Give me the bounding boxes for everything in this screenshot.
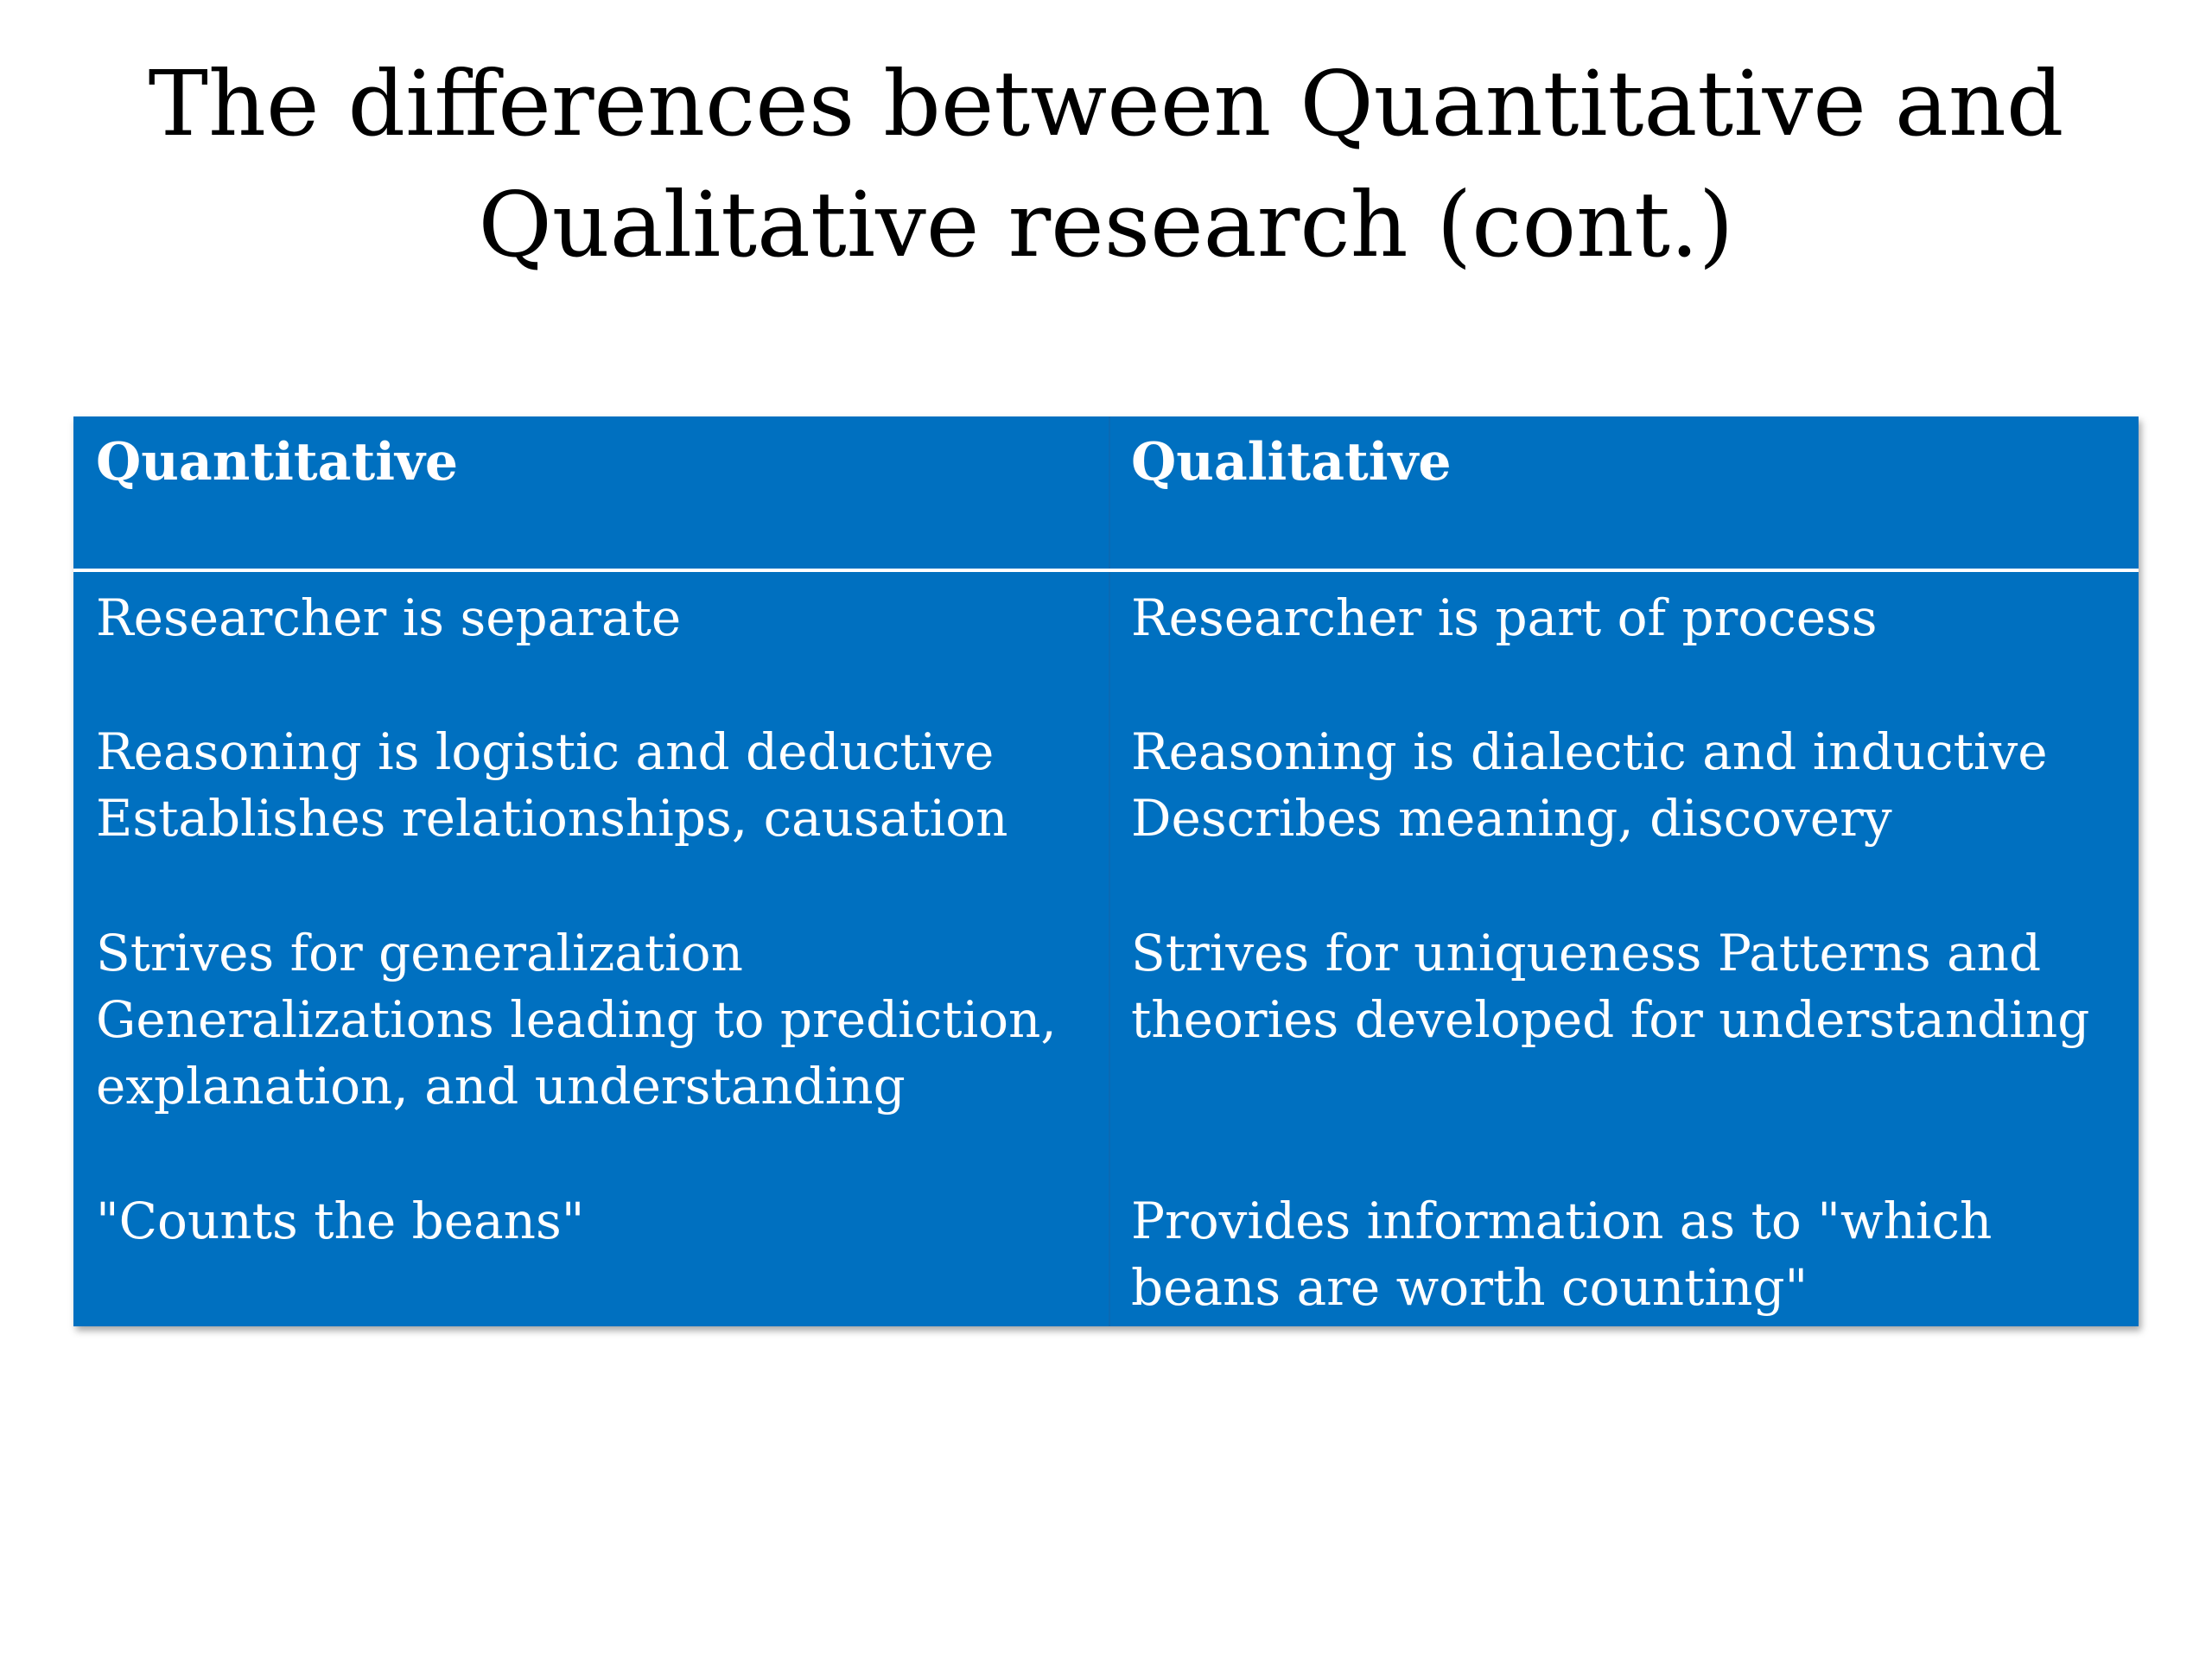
cell-row1-qualitative: Researcher is part of process xyxy=(1131,585,1878,652)
cell-row3-quantitative: Strives for generalization Generalizatio… xyxy=(96,920,1057,1120)
cell-line: Generalizations leading to prediction, xyxy=(96,990,1057,1049)
cell-line: Describes meaning, discovery xyxy=(1131,789,1892,848)
cell-line: Researcher is part of process xyxy=(1131,588,1878,647)
slide-title: The differences between Quantitative and… xyxy=(0,43,2212,285)
cell-row2-qualitative: Reasoning is dialectic and inductive Des… xyxy=(1131,719,2048,852)
cell-line: Reasoning is dialectic and inductive xyxy=(1131,722,2048,781)
cell-line: explanation, and understanding xyxy=(96,1057,906,1116)
cell-line: Provides information as to "which xyxy=(1131,1192,1993,1250)
slide-title-line-1: The differences between Quantitative and xyxy=(148,51,2064,156)
cell-line: Reasoning is logistic and deductive xyxy=(96,722,995,781)
cell-row4-quantitative: "Counts the beans" xyxy=(96,1188,584,1255)
comparison-table: Quantitative Qualitative Researcher is s… xyxy=(73,416,2139,1326)
cell-line: Strives for uniqueness Patterns and xyxy=(1131,924,2042,982)
cell-line: Researcher is separate xyxy=(96,588,682,647)
header-rule xyxy=(73,569,2139,572)
cell-row2-quantitative: Reasoning is logistic and deductive Esta… xyxy=(96,719,1008,852)
cell-line: beans are worth counting" xyxy=(1131,1258,1808,1317)
header-qualitative: Qualitative xyxy=(1131,432,1452,493)
cell-line: "Counts the beans" xyxy=(96,1192,585,1250)
cell-row3-qualitative: Strives for uniqueness Patterns and theo… xyxy=(1131,920,2089,1053)
cell-line: theories developed for understanding xyxy=(1131,990,2090,1049)
cell-row1-quantitative: Researcher is separate xyxy=(96,585,681,652)
slide-title-line-2: Qualitative research (cont.) xyxy=(478,172,1734,277)
column-divider xyxy=(1109,416,1110,1326)
header-quantitative: Quantitative xyxy=(96,432,459,493)
cell-line: Strives for generalization xyxy=(96,924,743,982)
cell-row4-qualitative: Provides information as to "which beans … xyxy=(1131,1188,1992,1321)
cell-line: Establishes relationships, causation xyxy=(96,789,1008,848)
